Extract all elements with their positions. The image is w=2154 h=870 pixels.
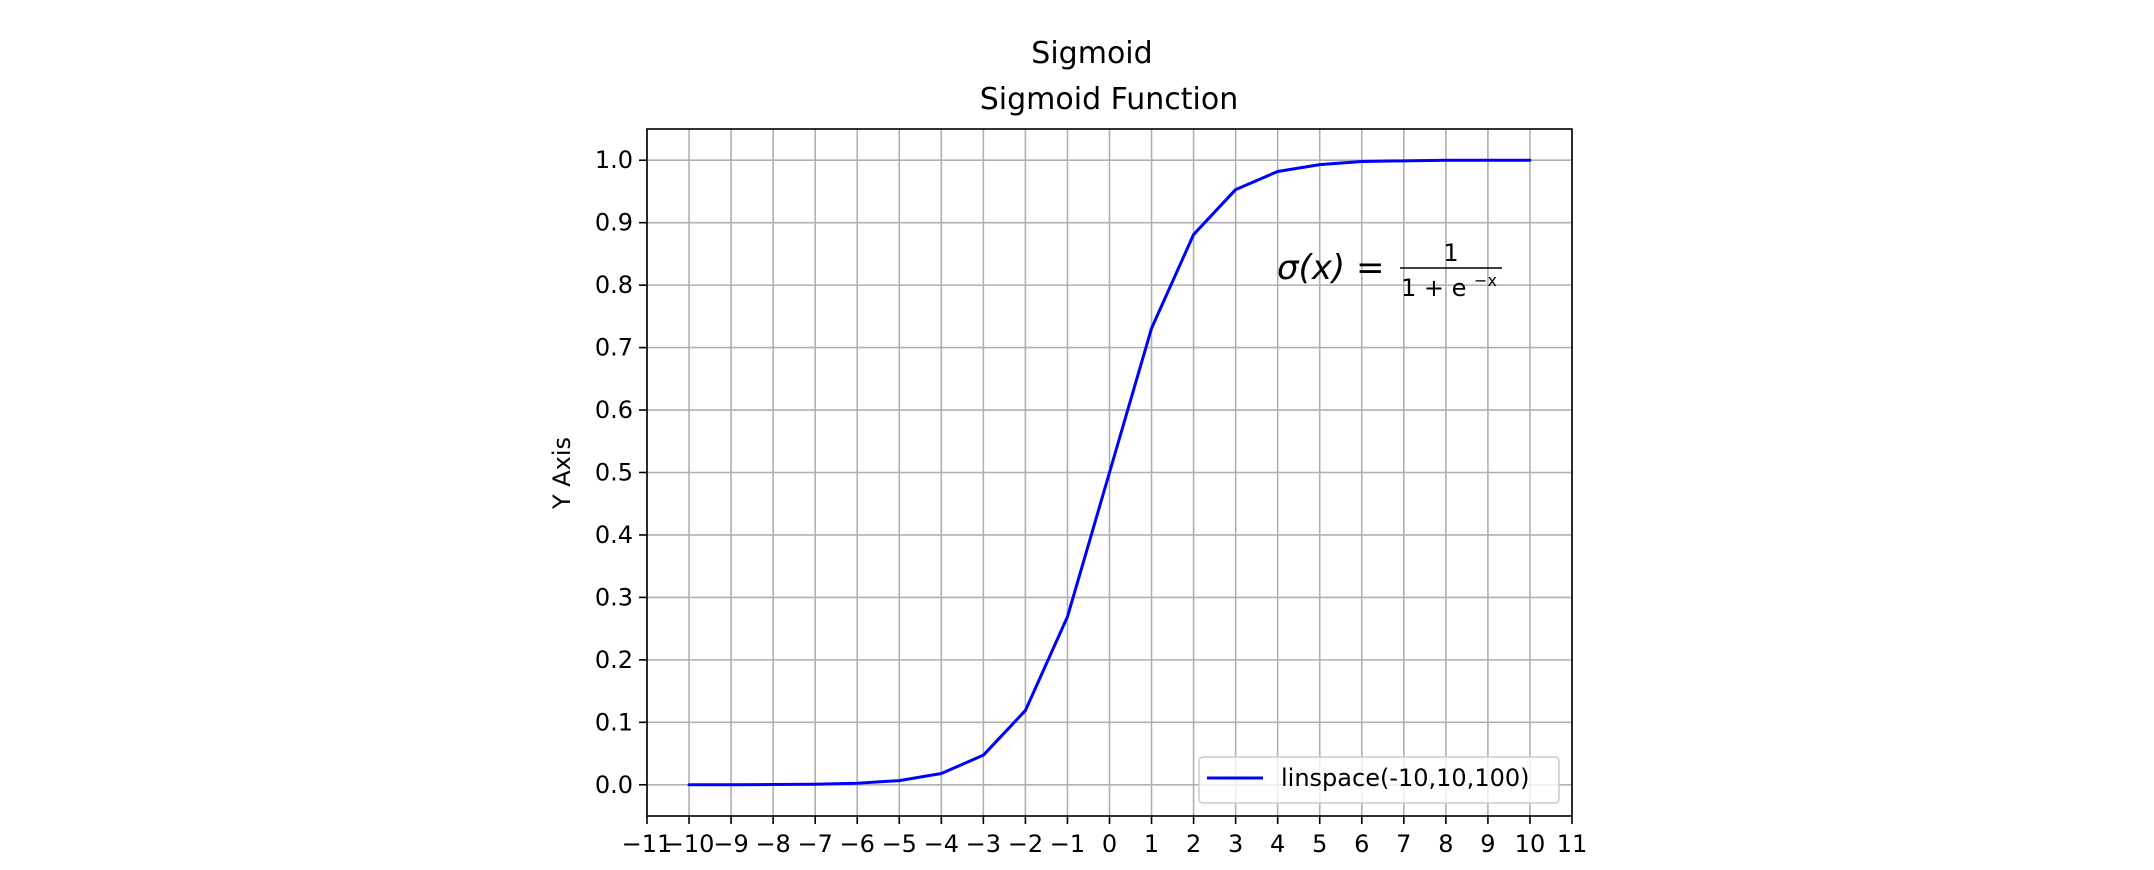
series-line <box>687 158 1532 787</box>
formula-denominator: 1 + e −x <box>1401 271 1497 302</box>
x-tick-label: −8 <box>755 830 790 858</box>
series-layer <box>687 158 1532 787</box>
formula-numerator: 1 <box>1443 239 1458 267</box>
x-tick-label: 7 <box>1396 830 1411 858</box>
x-tick-label: 9 <box>1480 830 1495 858</box>
x-tick-label: 0 <box>1102 830 1117 858</box>
y-tick-label: 0.9 <box>595 209 633 237</box>
y-tick-label: 0.0 <box>595 771 633 799</box>
y-tick-label: 1.0 <box>595 146 633 174</box>
x-tick-label: −5 <box>882 830 917 858</box>
y-axis-label: Y Axis <box>548 437 576 510</box>
y-tick-label: 0.1 <box>595 708 633 736</box>
x-tick-label: 6 <box>1354 830 1369 858</box>
plot-frame <box>646 128 1573 817</box>
y-tick-label: 0.8 <box>595 271 633 299</box>
y-tick-label: 0.6 <box>595 396 633 424</box>
y-tick-label: 0.2 <box>595 646 633 674</box>
axis-ticks: −11−10 −9 −8 −7 −6 −5 −4 −3 −2 −1 0 1 2 3 4 5 6 7 8 9 10 110.… <box>595 146 1587 858</box>
formula-denominator-exponent: −x <box>1474 271 1497 290</box>
x-tick-label: 4 <box>1270 830 1285 858</box>
x-tick-label: 5 <box>1312 830 1327 858</box>
x-tick-label: 3 <box>1228 830 1243 858</box>
x-tick-label: −6 <box>840 830 875 858</box>
x-tick-label: −2 <box>1008 830 1043 858</box>
x-tick-label: −4 <box>924 830 959 858</box>
x-tick-label: 10 <box>1515 830 1546 858</box>
x-tick-label: 11 <box>1557 830 1588 858</box>
x-tick-label: −1 <box>1050 830 1085 858</box>
legend-box <box>1198 756 1560 804</box>
chart-title: Sigmoid Function <box>980 82 1239 117</box>
y-tick-label: 0.4 <box>595 521 633 549</box>
legend: linspace(-10,10,100) <box>1198 756 1560 804</box>
y-tick-label: 0.7 <box>595 334 633 362</box>
legend-label: linspace(-10,10,100) <box>1281 764 1529 792</box>
x-tick-label: −10 <box>664 830 715 858</box>
x-tick-label: −11 <box>622 830 673 858</box>
y-tick-label: 0.3 <box>595 583 633 611</box>
formula-annotation: σ(x) = 1 1 + e −x <box>1277 239 1502 302</box>
formula-denominator-base: 1 + e <box>1401 274 1466 302</box>
x-tick-label: 8 <box>1438 830 1453 858</box>
x-tick-label: −7 <box>797 830 832 858</box>
x-tick-label: 1 <box>1144 830 1159 858</box>
x-tick-label: −9 <box>713 830 748 858</box>
x-tick-label: −3 <box>966 830 1001 858</box>
x-tick-label: 2 <box>1186 830 1201 858</box>
chart-suptitle: Sigmoid <box>1031 36 1152 71</box>
formula-lhs: σ(x) = <box>1277 248 1385 288</box>
y-tick-label: 0.5 <box>595 459 633 487</box>
